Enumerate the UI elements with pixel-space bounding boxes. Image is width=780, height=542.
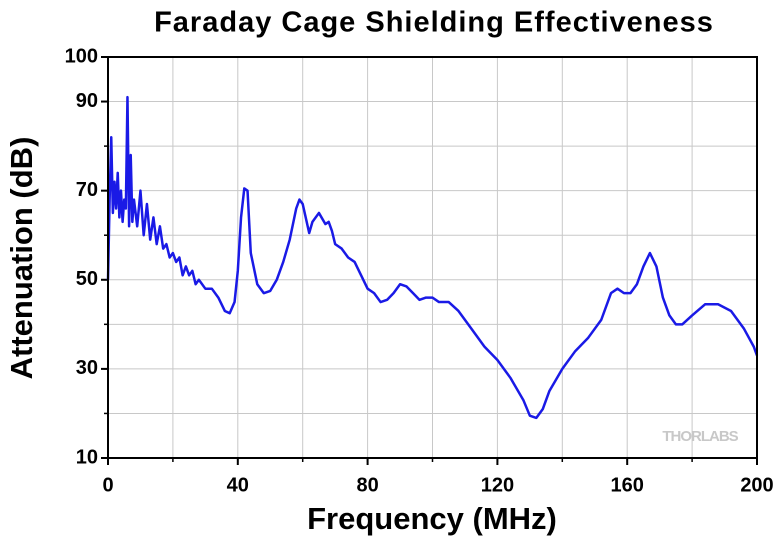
y-tick-label: 30: [76, 357, 98, 379]
y-tick-label: 70: [76, 179, 98, 201]
x-tick-label: 160: [611, 474, 644, 496]
y-axis-label: Attenuation (dB): [4, 137, 39, 380]
y-tick-label: 100: [65, 45, 98, 67]
y-tick-label: 90: [76, 90, 98, 112]
x-tick-label: 40: [227, 474, 249, 496]
x-tick-label: 80: [356, 474, 378, 496]
plot-frame: [107, 56, 758, 459]
y-tick-label: 50: [76, 268, 98, 290]
x-axis-label: Frequency (MHz): [307, 501, 557, 536]
x-tick-label: 0: [102, 474, 113, 496]
data-line: [106, 95, 759, 420]
y-tick-label: 10: [76, 446, 98, 468]
x-tick-label: 200: [740, 474, 773, 496]
watermark: THORLABS: [662, 428, 738, 445]
x-tick-label: 120: [481, 474, 514, 496]
chart-title: Faraday Cage Shielding Effectiveness: [154, 7, 714, 39]
